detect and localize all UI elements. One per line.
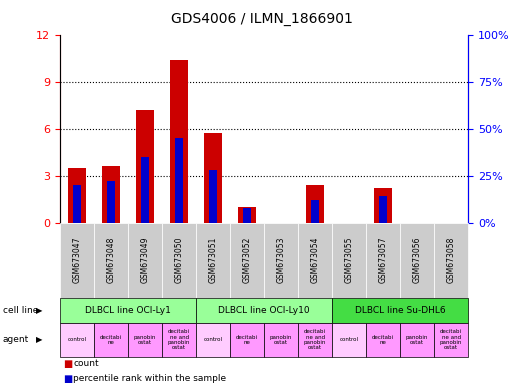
Bar	[141, 157, 150, 223]
Text: GSM673051: GSM673051	[209, 237, 218, 283]
Bar	[73, 185, 82, 223]
Text: decitabi
ne and
panobin
ostat: decitabi ne and panobin ostat	[304, 329, 326, 351]
Text: DLBCL line OCI-Ly1: DLBCL line OCI-Ly1	[85, 306, 171, 314]
Text: decitabi
ne: decitabi ne	[236, 334, 258, 345]
Text: GSM673049: GSM673049	[141, 237, 150, 283]
Bar	[102, 166, 120, 223]
Bar	[243, 208, 252, 223]
Text: ■: ■	[63, 359, 72, 369]
Bar	[107, 181, 116, 223]
Text: count: count	[73, 359, 99, 368]
Text: GSM673048: GSM673048	[107, 237, 116, 283]
Bar	[306, 185, 324, 223]
Bar	[68, 168, 86, 223]
Bar	[238, 207, 256, 223]
Text: GSM673057: GSM673057	[379, 237, 388, 283]
Bar	[175, 138, 184, 223]
Text: cell line: cell line	[3, 306, 38, 314]
Text: GSM673055: GSM673055	[345, 237, 354, 283]
Text: percentile rank within the sample: percentile rank within the sample	[73, 374, 226, 382]
Text: control: control	[203, 337, 223, 343]
Text: GDS4006 / ILMN_1866901: GDS4006 / ILMN_1866901	[170, 12, 353, 25]
Bar	[170, 60, 188, 223]
Bar	[379, 196, 388, 223]
Text: ▶: ▶	[36, 306, 42, 314]
Text: decitabi
ne and
panobin
ostat: decitabi ne and panobin ostat	[440, 329, 462, 351]
Text: GSM673050: GSM673050	[175, 237, 184, 283]
Bar	[311, 200, 320, 223]
Bar	[204, 133, 222, 223]
Text: GSM673053: GSM673053	[277, 237, 286, 283]
Text: decitabi
ne: decitabi ne	[372, 334, 394, 345]
Text: ■: ■	[63, 374, 72, 384]
Text: panobin
ostat: panobin ostat	[134, 334, 156, 345]
Text: GSM673058: GSM673058	[447, 237, 456, 283]
Bar	[209, 170, 218, 223]
Bar	[136, 110, 154, 223]
Text: GSM673054: GSM673054	[311, 237, 320, 283]
Text: agent: agent	[3, 335, 29, 344]
Text: GSM673056: GSM673056	[413, 237, 422, 283]
Text: decitabi
ne and
panobin
ostat: decitabi ne and panobin ostat	[168, 329, 190, 351]
Text: decitabi
ne: decitabi ne	[100, 334, 122, 345]
Text: GSM673052: GSM673052	[243, 237, 252, 283]
Text: panobin
ostat: panobin ostat	[406, 334, 428, 345]
Text: panobin
ostat: panobin ostat	[270, 334, 292, 345]
Bar	[374, 188, 392, 223]
Text: ▶: ▶	[36, 335, 42, 344]
Text: control: control	[67, 337, 87, 343]
Text: control: control	[339, 337, 359, 343]
Text: GSM673047: GSM673047	[73, 237, 82, 283]
Text: DLBCL line Su-DHL6: DLBCL line Su-DHL6	[355, 306, 446, 314]
Text: DLBCL line OCI-Ly10: DLBCL line OCI-Ly10	[218, 306, 310, 314]
